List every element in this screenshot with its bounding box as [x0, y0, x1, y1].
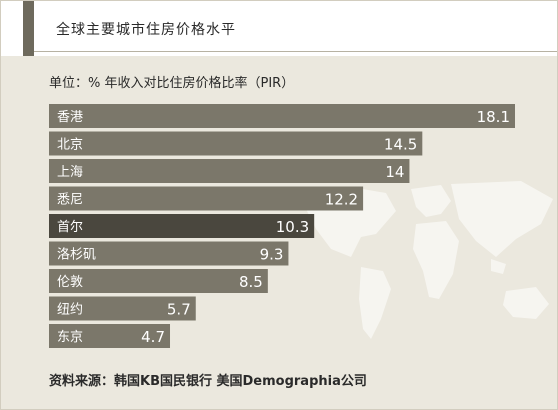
title-accent-bar — [23, 1, 34, 56]
bar-4 — [49, 214, 315, 238]
bar-3 — [49, 186, 364, 211]
bar-6 — [49, 269, 268, 293]
source-note: 资料来源：韩国KB国民银行 美国Demographia公司 — [49, 374, 367, 389]
value-label-4: 10.3 — [276, 218, 309, 236]
category-label-5: 洛杉矶 — [57, 248, 96, 263]
bar-8 — [49, 324, 171, 348]
chart-title: 全球主要城市住房价格水平 — [56, 22, 236, 38]
value-label-3: 12.2 — [325, 191, 358, 209]
category-label-0: 香港 — [57, 110, 83, 125]
value-label-6: 8.5 — [239, 273, 263, 291]
value-label-8: 4.7 — [141, 328, 165, 346]
value-label-7: 5.7 — [167, 301, 191, 319]
value-label-0: 18.1 — [477, 108, 510, 126]
category-label-4: 首尔 — [57, 220, 83, 235]
category-label-1: 北京 — [57, 138, 83, 153]
world-map-background — [301, 181, 553, 339]
value-label-5: 9.3 — [260, 246, 284, 264]
bar-1 — [49, 131, 423, 156]
bar-7 — [49, 296, 196, 321]
title-bar — [1, 1, 557, 56]
value-label-2: 14 — [385, 163, 404, 181]
category-label-2: 上海 — [57, 165, 83, 180]
category-label-7: 纽约 — [57, 303, 83, 318]
title-underline — [34, 51, 557, 52]
category-label-6: 伦敦 — [57, 274, 83, 290]
bar-2 — [49, 159, 410, 183]
value-label-1: 14.5 — [384, 136, 417, 154]
category-label-3: 悉尼 — [57, 193, 83, 208]
bar-0 — [49, 104, 515, 128]
chart-unit-label: 单位：% 年收入对比住房价格比率（PIR） — [49, 76, 295, 91]
category-label-8: 东京 — [57, 330, 83, 345]
bar-5 — [49, 241, 289, 266]
